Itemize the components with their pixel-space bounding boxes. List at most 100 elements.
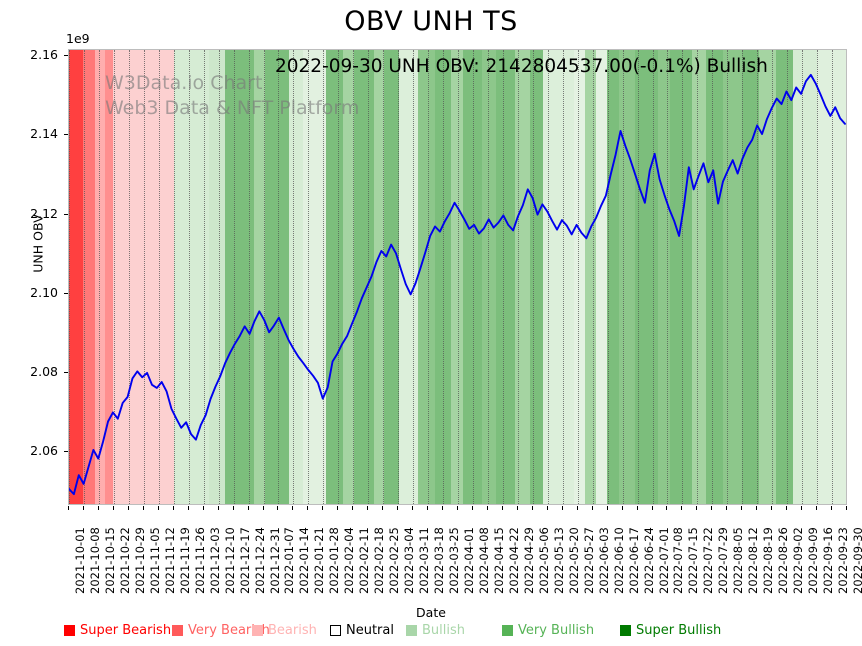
vertical-gridline (83, 50, 86, 504)
x-tick-mark (471, 506, 473, 510)
x-tick-label: 2021-12-31 (267, 527, 282, 594)
sentiment-band (417, 50, 436, 504)
sentiment-band (95, 50, 106, 504)
x-tick-label: 2022-05-20 (566, 527, 581, 594)
x-tick-label: 2022-02-18 (372, 527, 387, 594)
x-tick-mark (501, 506, 503, 510)
legend-swatch-icon (64, 624, 75, 636)
vertical-gridline (203, 50, 206, 504)
x-tick-mark (367, 506, 369, 510)
vertical-gridline (323, 50, 325, 504)
x-tick-label: 2021-10-22 (117, 527, 132, 594)
x-tick-mark (696, 506, 698, 510)
x-tick-mark (412, 506, 414, 510)
annotation-layer: 2022-09-30 UNH OBV: 2142804537.00(-0.1%)… (69, 50, 846, 504)
x-tick-label: 2022-01-07 (282, 527, 297, 594)
x-tick-label: 2022-02-25 (387, 527, 402, 594)
sentiment-band (481, 50, 497, 504)
legend-label: Very Bearish (188, 622, 270, 638)
vertical-gridline (742, 50, 744, 504)
x-tick-label: 2021-11-26 (192, 527, 207, 594)
vertical-gridline (413, 50, 415, 504)
x-tick-mark (172, 506, 174, 510)
x-tick-mark (337, 506, 339, 510)
x-tick-mark (831, 506, 833, 510)
sentiment-band (69, 50, 84, 504)
x-tick-label: 2022-03-04 (402, 527, 417, 594)
legend-entry-very-bullish[interactable]: Very Bullish (502, 620, 594, 640)
vertical-gridline (532, 50, 535, 504)
y-tick-label: 2.14 (30, 126, 58, 142)
x-tick-label: 2022-04-15 (491, 527, 506, 594)
watermark-line-1: W3Data.io Chart (105, 72, 263, 94)
x-tick-label: 2021-12-10 (222, 527, 237, 594)
legend-entry-bullish[interactable]: Bullish (406, 620, 465, 640)
sentiment-band (112, 50, 175, 504)
vertical-gridline (443, 50, 445, 504)
vertical-gridline (517, 50, 520, 504)
y-tick-label: 2.10 (30, 284, 58, 300)
x-tick-mark (217, 506, 219, 510)
legend-entry-very-bearish[interactable]: Very Bearish (172, 620, 270, 640)
vertical-gridline (667, 50, 669, 504)
x-tick-label: 2022-09-23 (836, 527, 851, 594)
x-tick-label: 2022-09-30 (851, 527, 862, 594)
sentiment-band (776, 50, 795, 504)
obv-line-series (69, 73, 846, 496)
vertical-gridline (188, 50, 191, 504)
vertical-gridline (682, 50, 684, 504)
vertical-gridline (622, 50, 625, 504)
legend-entry-super-bullish[interactable]: Super Bullish (620, 620, 721, 640)
x-axis-label: Date (416, 605, 446, 620)
vertical-gridline (727, 50, 729, 504)
legend-entry-super-bearish[interactable]: Super Bearish (64, 620, 171, 640)
sentiment-band (450, 50, 464, 504)
x-tick-label: 2022-03-25 (447, 527, 462, 594)
x-tick-label: 2021-11-12 (162, 527, 177, 594)
x-tick-mark (726, 506, 728, 510)
vertical-gridline (547, 50, 550, 504)
x-tick-label: 2022-07-01 (656, 527, 671, 594)
x-tick-mark (606, 506, 608, 510)
x-tick-mark (816, 506, 818, 510)
y-tick-label: 2.08 (30, 364, 58, 380)
vertical-gridline (128, 50, 131, 504)
x-tick-mark (846, 506, 847, 510)
x-tick-mark (247, 506, 249, 510)
legend-label: Super Bullish (636, 622, 722, 638)
vertical-gridline (458, 50, 460, 504)
sentiment-band (326, 50, 344, 504)
vertical-gridline (158, 50, 161, 504)
x-tick-mark (531, 506, 533, 510)
vertical-gridline (772, 50, 774, 504)
x-tick-label: 2022-08-05 (731, 527, 746, 594)
y-tick-mark (64, 134, 68, 136)
vertical-gridline (398, 50, 400, 504)
x-tick-label: 2022-05-27 (581, 527, 596, 594)
sentiment-band (265, 50, 290, 504)
vertical-gridline (248, 50, 251, 504)
x-tick-label: 2021-12-24 (252, 527, 267, 594)
x-tick-mark (187, 506, 189, 510)
legend-entry-bearish[interactable]: Bearish (252, 620, 317, 640)
x-tick-mark (756, 506, 758, 510)
x-tick-mark (427, 506, 429, 510)
vertical-gridline (308, 50, 310, 504)
x-tick-label: 2021-10-29 (132, 527, 147, 594)
x-tick-mark (457, 506, 458, 510)
vertical-gridline (697, 50, 699, 504)
x-tick-mark (741, 506, 743, 510)
x-tick-label: 2022-09-02 (791, 527, 806, 594)
vertical-gridline (113, 50, 116, 504)
vertical-gridline (353, 50, 355, 504)
legend-swatch-icon (502, 624, 513, 636)
y-tick-mark (64, 372, 68, 374)
vertical-gridline (562, 50, 565, 504)
legend-entry-neutral[interactable]: Neutral (330, 620, 394, 640)
vertical-gridline (607, 50, 610, 504)
vertical-gridline (383, 50, 385, 504)
sentiment-band (224, 50, 255, 504)
x-tick-mark (591, 506, 593, 510)
gridlines-layer (69, 50, 846, 504)
x-tick-label: 2022-01-21 (312, 527, 327, 594)
